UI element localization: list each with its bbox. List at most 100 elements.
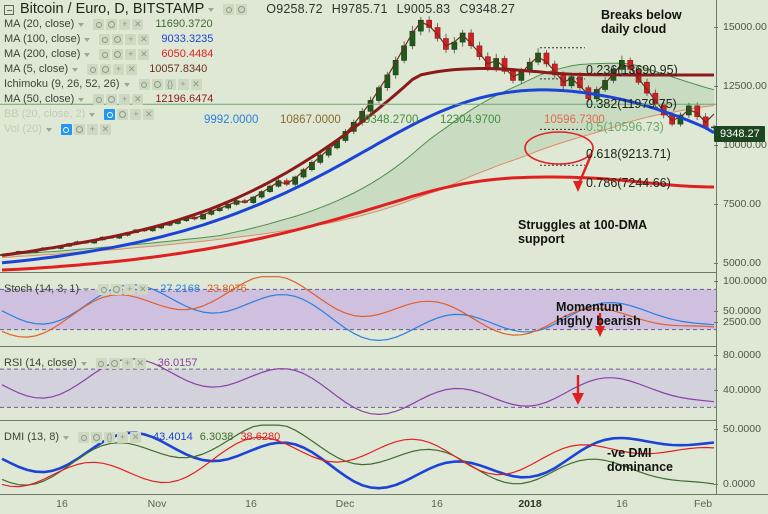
eye-icon[interactable] xyxy=(78,432,90,443)
chevron-down-icon[interactable] xyxy=(208,7,215,12)
braces-icon[interactable]: {} xyxy=(164,79,176,90)
close-icon[interactable]: ✕ xyxy=(143,109,155,120)
price-pane[interactable] xyxy=(0,0,716,272)
close-icon[interactable]: ✕ xyxy=(132,94,144,105)
gear-icon[interactable] xyxy=(112,49,124,60)
chevron-down-icon[interactable] xyxy=(78,22,85,27)
legend-row-ma-5[interactable]: MA (50, close) + ✕ 12196.6474 xyxy=(4,92,524,107)
gear-icon[interactable] xyxy=(106,19,118,30)
plus-icon[interactable]: + xyxy=(121,358,133,369)
indicator-toolbar[interactable]: {} + ✕ xyxy=(138,79,202,90)
indicator-name[interactable]: Ichimoku (9, 26, 52, 26) xyxy=(4,78,120,90)
chevron-down-icon[interactable] xyxy=(89,112,96,117)
plus-icon[interactable]: + xyxy=(117,432,129,443)
indicator-toolbar[interactable]: + ✕ xyxy=(87,64,138,75)
indicator-name[interactable]: BB (20, close, 2) xyxy=(4,108,86,120)
minus-box-icon[interactable] xyxy=(4,4,14,15)
indicator-toolbar[interactable]: {} + ✕ xyxy=(78,432,142,443)
eye-icon[interactable] xyxy=(87,64,99,75)
legend-row-ichimoku-4[interactable]: Ichimoku (9, 26, 52, 26) {} + ✕ xyxy=(4,77,524,92)
chevron-down-icon[interactable] xyxy=(78,97,85,102)
page-title[interactable]: Bitcoin / Euro, D, BITSTAMP xyxy=(20,1,205,17)
indicator-toolbar[interactable]: + ✕ xyxy=(99,49,150,60)
close-icon[interactable]: ✕ xyxy=(126,64,138,75)
indicator-toolbar[interactable]: + ✕ xyxy=(98,284,149,295)
chevron-down-icon[interactable] xyxy=(63,435,70,440)
plus-icon[interactable]: + xyxy=(125,34,137,45)
indicator-name[interactable]: MA (200, close) xyxy=(4,48,81,60)
indicator-name[interactable]: MA (5, close) xyxy=(4,63,69,75)
plus-icon[interactable]: + xyxy=(130,109,142,120)
eye-icon[interactable] xyxy=(99,49,111,60)
plus-icon[interactable]: + xyxy=(113,64,125,75)
legend-row-dmi[interactable]: DMI (13, 8) {} + ✕ 43.4014 6.3038 38.6280 xyxy=(4,430,280,445)
gear-icon[interactable] xyxy=(236,4,248,15)
legend-row-ma-1[interactable]: MA (100, close) + ✕ 9033.3235 xyxy=(4,32,524,47)
indicator-toolbar[interactable]: + ✕ xyxy=(93,19,144,30)
close-icon[interactable]: ✕ xyxy=(190,79,202,90)
indicator-name[interactable]: DMI (13, 8) xyxy=(4,431,60,443)
plus-icon[interactable]: + xyxy=(125,49,137,60)
gear-icon[interactable] xyxy=(91,432,103,443)
plus-icon[interactable]: + xyxy=(86,124,98,135)
indicator-toolbar[interactable]: + ✕ xyxy=(93,94,144,105)
chevron-down-icon[interactable] xyxy=(45,127,52,132)
gear-icon[interactable] xyxy=(112,34,124,45)
indicator-name[interactable]: MA (20, close) xyxy=(4,18,75,30)
gear-icon[interactable] xyxy=(108,358,120,369)
gear-icon[interactable] xyxy=(100,64,112,75)
eye-icon[interactable] xyxy=(93,19,105,30)
close-icon[interactable]: ✕ xyxy=(134,358,146,369)
indicator-toolbar[interactable]: + ✕ xyxy=(104,109,155,120)
chevron-down-icon[interactable] xyxy=(123,82,130,87)
chevron-down-icon[interactable] xyxy=(84,37,91,42)
stochastic-pane[interactable] xyxy=(0,272,716,346)
legend-row-bb-6[interactable]: BB (20, close, 2) + ✕ xyxy=(4,107,524,122)
indicator-name[interactable]: Stoch (14, 3, 1) xyxy=(4,283,80,295)
plus-icon[interactable]: + xyxy=(177,79,189,90)
legend-row-symbol[interactable]: Bitcoin / Euro, D, BITSTAMP O9258.72 H978… xyxy=(4,2,524,17)
indicator-name[interactable]: MA (100, close) xyxy=(4,33,81,45)
indicator-name[interactable]: MA (50, close) xyxy=(4,93,75,105)
close-icon[interactable]: ✕ xyxy=(138,49,150,60)
gear-icon[interactable] xyxy=(151,79,163,90)
eye-icon[interactable] xyxy=(99,34,111,45)
symbol-toolbar[interactable] xyxy=(223,4,248,15)
plus-icon[interactable]: + xyxy=(119,94,131,105)
indicator-toolbar[interactable]: + ✕ xyxy=(99,34,150,45)
price-axis[interactable]: 15000.00 12500.00 10000.00 7500.00 5000.00 25… xyxy=(714,0,768,494)
chevron-down-icon[interactable] xyxy=(83,287,90,292)
gear-icon[interactable] xyxy=(106,94,118,105)
chevron-down-icon[interactable] xyxy=(84,52,91,57)
eye-icon[interactable] xyxy=(60,124,72,135)
eye-icon[interactable] xyxy=(223,4,235,15)
eye-icon[interactable] xyxy=(138,79,150,90)
legend-row-ma-3[interactable]: MA (5, close) + ✕ 10057.8340 xyxy=(4,62,524,77)
close-icon[interactable]: ✕ xyxy=(130,432,142,443)
indicator-toolbar[interactable]: + ✕ xyxy=(95,358,146,369)
indicator-toolbar[interactable]: + ✕ xyxy=(60,124,111,135)
legend-row-rsi[interactable]: RSI (14, close) + ✕ 36.0157 xyxy=(4,356,198,371)
time-axis[interactable]: 16 Nov 16 Dec 16 2018 16 Feb xyxy=(0,494,768,514)
plus-icon[interactable]: + xyxy=(124,284,136,295)
indicator-name[interactable]: RSI (14, close) xyxy=(4,357,77,369)
legend-row-stoch[interactable]: Stoch (14, 3, 1) + ✕ 27.2168 23.8076 xyxy=(4,282,247,297)
close-icon[interactable]: ✕ xyxy=(138,34,150,45)
plus-icon[interactable]: + xyxy=(119,19,131,30)
gear-icon[interactable] xyxy=(117,109,129,120)
gear-icon[interactable] xyxy=(111,284,123,295)
close-icon[interactable]: ✕ xyxy=(137,284,149,295)
indicator-name[interactable]: Vol (20) xyxy=(4,123,42,135)
legend-row-ma-2[interactable]: MA (200, close) + ✕ 6050.4484 xyxy=(4,47,524,62)
close-icon[interactable]: ✕ xyxy=(99,124,111,135)
braces-icon[interactable]: {} xyxy=(104,432,116,443)
gear-icon[interactable] xyxy=(73,124,85,135)
eye-icon[interactable] xyxy=(98,284,110,295)
legend-row-ma-0[interactable]: MA (20, close) + ✕ 11690.3720 xyxy=(4,17,524,32)
chevron-down-icon[interactable] xyxy=(80,361,87,366)
eye-icon[interactable] xyxy=(93,94,105,105)
eye-icon[interactable] xyxy=(95,358,107,369)
chevron-down-icon[interactable] xyxy=(72,67,79,72)
close-icon[interactable]: ✕ xyxy=(132,19,144,30)
eye-icon[interactable] xyxy=(104,109,116,120)
